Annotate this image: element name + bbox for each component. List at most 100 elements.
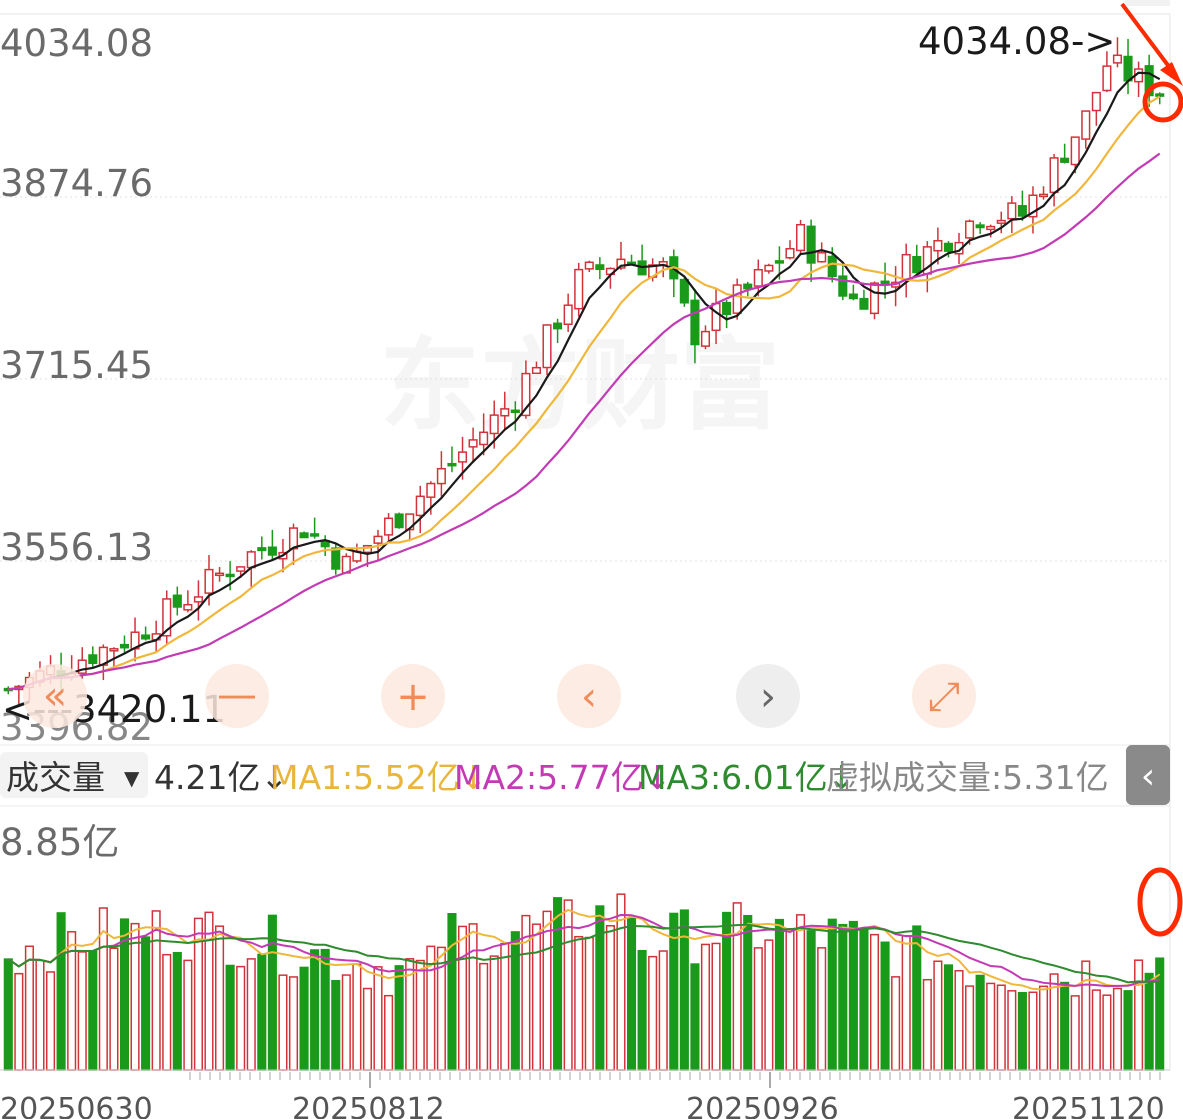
scroll-right-button[interactable]: ›	[736, 664, 800, 728]
candle-up	[246, 551, 256, 569]
volume-bar-down	[975, 974, 985, 1071]
ma1-line	[8, 71, 1161, 691]
candle-down	[447, 462, 457, 467]
volume-bar-up	[109, 947, 119, 1071]
candle-up	[215, 572, 225, 577]
volume-bar-up	[933, 960, 943, 1071]
volume-bar-down	[690, 963, 700, 1071]
candle-up	[1038, 193, 1049, 198]
volume-bar-up	[215, 925, 225, 1071]
candle-down	[553, 322, 563, 330]
volume-bar-up	[732, 902, 742, 1071]
volume-bar-up	[965, 985, 975, 1071]
volume-bar-down	[743, 914, 753, 1071]
volume-bar-up	[162, 953, 172, 1071]
candle-up	[521, 372, 531, 417]
scroll-left-button[interactable]: ‹	[557, 664, 621, 728]
volume-bar-up	[288, 976, 299, 1071]
volume-bar-up	[922, 978, 932, 1071]
candle-up	[732, 284, 742, 314]
volume-bar-down	[394, 965, 404, 1071]
candle-up	[996, 219, 1006, 224]
candle-up	[531, 366, 542, 375]
volume-bar-up	[278, 974, 288, 1071]
volume-bar-down	[299, 966, 309, 1071]
x-date-label: 20250812	[292, 1092, 445, 1119]
volume-bar-up	[785, 928, 795, 1071]
volume-bar-up	[352, 963, 362, 1071]
volume-bar-up	[796, 914, 806, 1071]
volume-bar-up	[711, 942, 721, 1071]
candle-down	[1155, 93, 1165, 97]
expand-icon: ⤢	[928, 674, 960, 720]
volume-bar-up	[817, 947, 827, 1071]
candle-up	[869, 282, 880, 315]
prev-page-button[interactable]: «	[23, 664, 87, 728]
expand-button[interactable]: ⤢	[912, 664, 976, 728]
volume-bar-down	[806, 930, 816, 1071]
volume-bar-up	[1112, 987, 1123, 1071]
zoom-out-button[interactable]: —	[205, 664, 269, 728]
volume-bar-up	[1091, 989, 1101, 1071]
volume-bar-down	[943, 964, 953, 1071]
candle-up	[500, 408, 510, 417]
price-tick-label: 3874.76	[0, 162, 153, 205]
volume-bar-up	[14, 972, 24, 1071]
price-tick-label: 3556.13	[0, 526, 153, 569]
volume-bar-up	[246, 958, 256, 1071]
volume-bar-up	[45, 971, 56, 1071]
volume-bar-down	[880, 941, 890, 1071]
candle-up	[1112, 54, 1123, 64]
volume-bar-up	[373, 966, 383, 1071]
candle-down	[310, 533, 320, 537]
candle-up	[965, 220, 975, 239]
virtual-volume-value: 虚拟成交量:5.31亿	[826, 758, 1109, 797]
candle-up	[489, 414, 499, 435]
volume-bar-down	[310, 949, 320, 1071]
x-date-label: 20251120	[1012, 1092, 1165, 1119]
max-price-marker: 4034.08->	[918, 20, 1115, 63]
candle-down	[943, 242, 953, 252]
zoom-in-button[interactable]: +	[381, 664, 445, 728]
volume-bar-up	[362, 987, 372, 1071]
collapse-panel-button[interactable]: ‹	[1126, 745, 1170, 805]
volume-bar-down	[595, 905, 605, 1071]
price-tick-label: 3715.45	[0, 344, 153, 387]
candle-down	[1017, 205, 1027, 217]
candle-up	[1028, 194, 1038, 218]
candle-down	[1060, 157, 1070, 163]
candle-up	[77, 659, 87, 674]
indicator-selector[interactable]: 成交量 ▼	[0, 752, 148, 798]
annotation-circle-price	[1142, 81, 1183, 123]
candle-down	[257, 547, 267, 552]
volume-bar-up	[151, 910, 161, 1071]
volume-bar-up	[891, 976, 901, 1071]
candle-up	[563, 304, 573, 325]
volume-bar-up	[869, 933, 880, 1071]
annotation-circle-volume	[1137, 867, 1183, 937]
volume-bar-up	[700, 943, 711, 1071]
ma2-line	[8, 95, 1161, 691]
volume-bar-down	[510, 931, 520, 1071]
volume-bar-down	[1123, 990, 1133, 1071]
volume-bar-up	[1102, 994, 1112, 1071]
volume-bar-up	[1007, 990, 1017, 1071]
volume-bar-down	[848, 920, 858, 1071]
candle-up	[711, 302, 721, 332]
volume-bar-up	[468, 923, 478, 1071]
candle-down	[975, 224, 985, 229]
moving-average-lines	[8, 71, 1161, 691]
ma1-value: MA1:5.52亿↓	[270, 758, 487, 797]
volume-bar-down	[172, 951, 182, 1071]
volume-bar-down	[257, 953, 267, 1071]
volume-legend: 成交量 ▼ 4.21亿↓ MA1:5.52亿↓ MA2:5.77亿↓ MA3:6…	[0, 745, 1170, 805]
double-chevron-left-icon: «	[43, 673, 67, 719]
volume-bar-up	[236, 965, 246, 1071]
candle-down	[880, 280, 890, 285]
chevron-left-icon: ‹	[581, 674, 597, 720]
volume-bar-down	[679, 909, 689, 1071]
volume-ma-lines	[7, 908, 1161, 991]
candle-up	[479, 431, 489, 446]
candle-up	[468, 439, 478, 448]
volume-bar-up	[24, 945, 34, 1071]
